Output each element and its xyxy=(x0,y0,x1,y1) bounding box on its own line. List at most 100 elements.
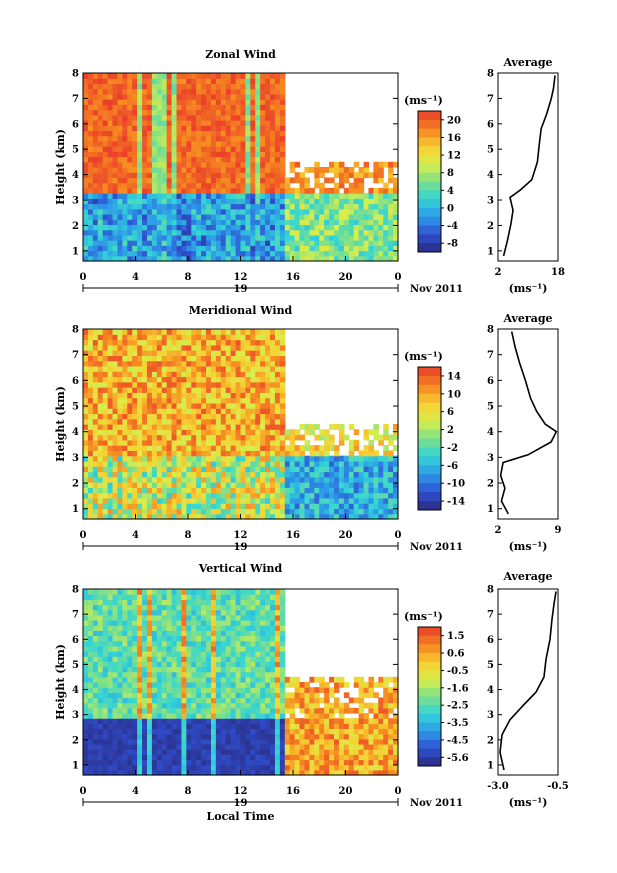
heatmap-cell xyxy=(137,365,143,372)
heatmap-cell xyxy=(132,167,138,173)
heatmap-cell xyxy=(284,434,291,441)
heatmap-cell xyxy=(112,151,119,158)
heatmap-cell xyxy=(225,728,232,735)
heatmap-cell xyxy=(122,455,128,462)
heatmap-cell xyxy=(117,203,123,210)
heatmap-cell xyxy=(220,219,227,226)
heatmap-cell xyxy=(314,172,320,179)
heatmap-cell xyxy=(122,769,128,776)
heatmap-cell xyxy=(92,250,99,257)
heatmap-cell xyxy=(107,445,114,451)
heatmap-cell xyxy=(186,203,192,210)
heatmap-cell xyxy=(176,99,183,105)
heatmap-cell xyxy=(107,344,114,351)
heatmap-cell xyxy=(156,620,163,626)
heatmap-cell xyxy=(112,429,119,436)
heatmap-cell xyxy=(363,450,370,457)
heatmap-cell xyxy=(245,492,251,499)
heatmap-cell xyxy=(142,240,148,246)
heatmap-cell xyxy=(186,476,192,483)
heatmap-cell xyxy=(329,508,335,515)
heatmap-cell xyxy=(186,718,192,724)
heatmap-cell xyxy=(196,508,202,515)
heatmap-cell xyxy=(112,759,119,766)
heatmap-cell xyxy=(146,614,153,621)
profile-y-tick-label: 4 xyxy=(487,170,494,181)
heatmap-cell xyxy=(255,429,261,436)
heatmap-cell xyxy=(156,161,163,168)
heatmap-cell xyxy=(176,466,183,473)
heatmap-cell xyxy=(255,177,261,184)
heatmap-cell xyxy=(176,450,183,457)
profile-y-tick-label: 2 xyxy=(487,221,494,232)
heatmap-cell xyxy=(230,476,237,483)
heatmap-cell xyxy=(142,728,148,735)
heatmap-cell xyxy=(373,471,379,478)
heatmap-cell xyxy=(112,387,119,393)
x-tick-label: 0 xyxy=(395,272,402,283)
heatmap-cell xyxy=(368,508,374,515)
heatmap-cell xyxy=(388,219,394,226)
heatmap-cell xyxy=(388,476,394,483)
heatmap-cell xyxy=(235,508,242,515)
heatmap-cell xyxy=(309,208,315,215)
heatmap-cell xyxy=(334,208,340,215)
heatmap-cell xyxy=(97,625,104,631)
heatmap-cell xyxy=(186,508,192,515)
heatmap-cell xyxy=(87,738,94,745)
heatmap-cell xyxy=(235,466,242,473)
heatmap-cell xyxy=(186,434,192,441)
heatmap-cell xyxy=(201,187,207,194)
heatmap-cell xyxy=(132,334,138,341)
heatmap-cell xyxy=(186,413,192,420)
heatmap-cell xyxy=(166,78,173,85)
colorbar-swatch xyxy=(418,225,441,235)
heatmap-cell xyxy=(166,413,173,420)
heatmap-cell xyxy=(181,73,187,79)
heatmap-cell xyxy=(161,718,168,724)
heatmap-cell xyxy=(235,455,242,462)
heatmap-cell xyxy=(220,764,227,771)
heatmap-cell xyxy=(191,146,197,152)
heatmap-cell xyxy=(181,381,187,388)
heatmap-cell xyxy=(191,387,197,393)
heatmap-cell xyxy=(383,193,389,199)
heatmap-cell xyxy=(83,93,89,100)
heatmap-cell xyxy=(196,645,202,652)
heatmap-cell xyxy=(191,350,197,356)
heatmap-cell xyxy=(206,764,212,771)
heatmap-cell xyxy=(220,360,227,367)
heatmap-cell xyxy=(338,250,345,257)
heatmap-cell xyxy=(102,208,109,215)
heatmap-cell xyxy=(166,140,173,147)
heatmap-cell xyxy=(245,93,251,100)
heatmap-cell xyxy=(245,224,251,231)
heatmap-cell xyxy=(127,360,133,367)
heatmap-cell xyxy=(122,182,128,189)
heatmap-cell xyxy=(201,224,207,231)
heatmap-cell xyxy=(132,125,138,132)
heatmap-cell xyxy=(102,125,109,132)
heatmap-cell xyxy=(215,350,222,356)
heatmap-cell xyxy=(235,255,242,262)
heatmap-cell xyxy=(97,460,104,467)
heatmap-cell xyxy=(181,445,187,451)
heatmap-cell xyxy=(112,497,119,504)
heatmap-cell xyxy=(393,208,399,215)
heatmap-cell xyxy=(250,466,256,473)
heatmap-cell xyxy=(166,733,173,740)
heatmap-cell xyxy=(220,120,227,126)
heatmap-cell xyxy=(156,360,163,367)
heatmap-cell xyxy=(161,392,168,399)
heatmap-cell xyxy=(122,350,128,356)
heatmap-cell xyxy=(112,476,119,483)
heatmap-cell xyxy=(260,109,266,116)
heatmap-cell xyxy=(210,450,217,457)
heatmap-cell xyxy=(343,229,350,236)
heatmap-cell xyxy=(102,381,109,388)
heatmap-cell xyxy=(102,339,109,346)
heatmap-cell xyxy=(265,434,271,441)
heatmap-cell xyxy=(250,350,256,356)
heatmap-cell xyxy=(132,88,138,95)
heatmap-cell xyxy=(196,707,202,714)
